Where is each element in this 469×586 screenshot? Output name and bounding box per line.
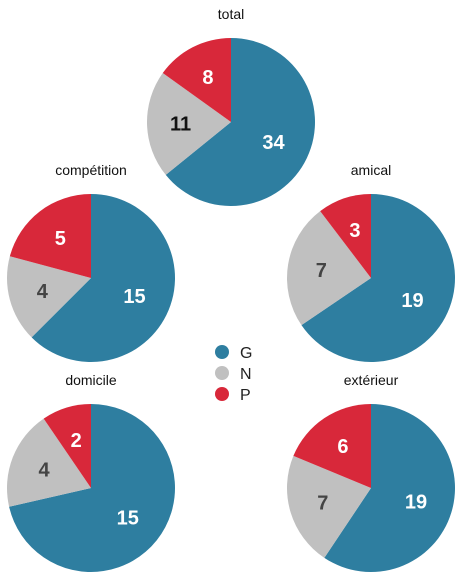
legend-swatch-n (215, 366, 229, 380)
pie-title-domicile: domicile (65, 372, 117, 388)
pie-value-label-total-n: 11 (170, 113, 191, 135)
pie-total: total 34 11 8 (147, 6, 315, 206)
pie-slice-domicile-n (6, 418, 92, 507)
pie-value-label-amical-n: 7 (316, 260, 327, 282)
pie-slice-exterieur-p (293, 404, 371, 488)
legend-item-g: G (215, 345, 252, 362)
pie-value-label-exterieur-g: 19 (405, 492, 427, 514)
pie-title-total: total (218, 6, 244, 22)
pie-slice-exterieur-g (324, 404, 455, 572)
legend-label-p: P (240, 387, 251, 404)
legend-item-p: P (215, 387, 251, 404)
pie-slice-competition-p (9, 194, 92, 278)
pie-slice-amical-g (301, 194, 455, 362)
pie-value-label-domicile-n: 4 (39, 460, 51, 482)
pie-slice-domicile-p (43, 404, 91, 488)
pie-domicile: domicile 15 42 (6, 372, 176, 572)
pie-title-exterieur: extérieur (344, 372, 399, 388)
pie-value-label-exterieur-n: 7 (317, 493, 328, 515)
pie-slice-competition-g (31, 194, 175, 362)
pie-value-label-domicile-g: 15 (117, 507, 139, 529)
pie-value-label-domicile-p: 2 (71, 430, 82, 452)
pie-slice-domicile-g (9, 404, 176, 572)
pie-value-label-exterieur-p: 6 (337, 436, 348, 458)
legend-item-n: N (215, 366, 252, 383)
pie-value-label-competition-n: 4 (37, 281, 49, 303)
pie-slice-exterieur-n (287, 455, 371, 558)
pie-slice-competition-n (6, 256, 92, 338)
pie-exterieur: extérieur 19 7 6 (287, 372, 455, 572)
legend-swatch-p (215, 387, 229, 401)
pie-slice-amical-n (287, 211, 371, 326)
pie-slice-total-p (162, 38, 231, 122)
legend-swatch-g (215, 345, 229, 359)
pie-value-label-competition-p: 5 (55, 228, 66, 250)
legend-label-g: G (240, 345, 252, 362)
pie-slice-total-g (165, 38, 315, 206)
legend: G N P (215, 345, 252, 404)
pie-title-competition: compétition (55, 162, 127, 178)
pie-title-amical: amical (351, 162, 391, 178)
pies-layer: total34118compétition1545amical1973domic… (6, 6, 455, 572)
pie-slice-amical-p (320, 194, 371, 278)
pie-value-label-total-p: 8 (202, 67, 213, 89)
pie-amical: amical 19 73 (287, 162, 455, 362)
pie-value-label-competition-g: 15 (123, 286, 145, 308)
pie-value-label-amical-p: 3 (349, 220, 360, 242)
pie-value-label-total-g: 34 (262, 132, 285, 154)
pie-value-label-amical-g: 19 (401, 290, 423, 312)
pie-slice-total-n (147, 73, 231, 175)
pie-competition: compétition 15 4 5 (6, 162, 175, 362)
legend-label-n: N (240, 366, 252, 383)
